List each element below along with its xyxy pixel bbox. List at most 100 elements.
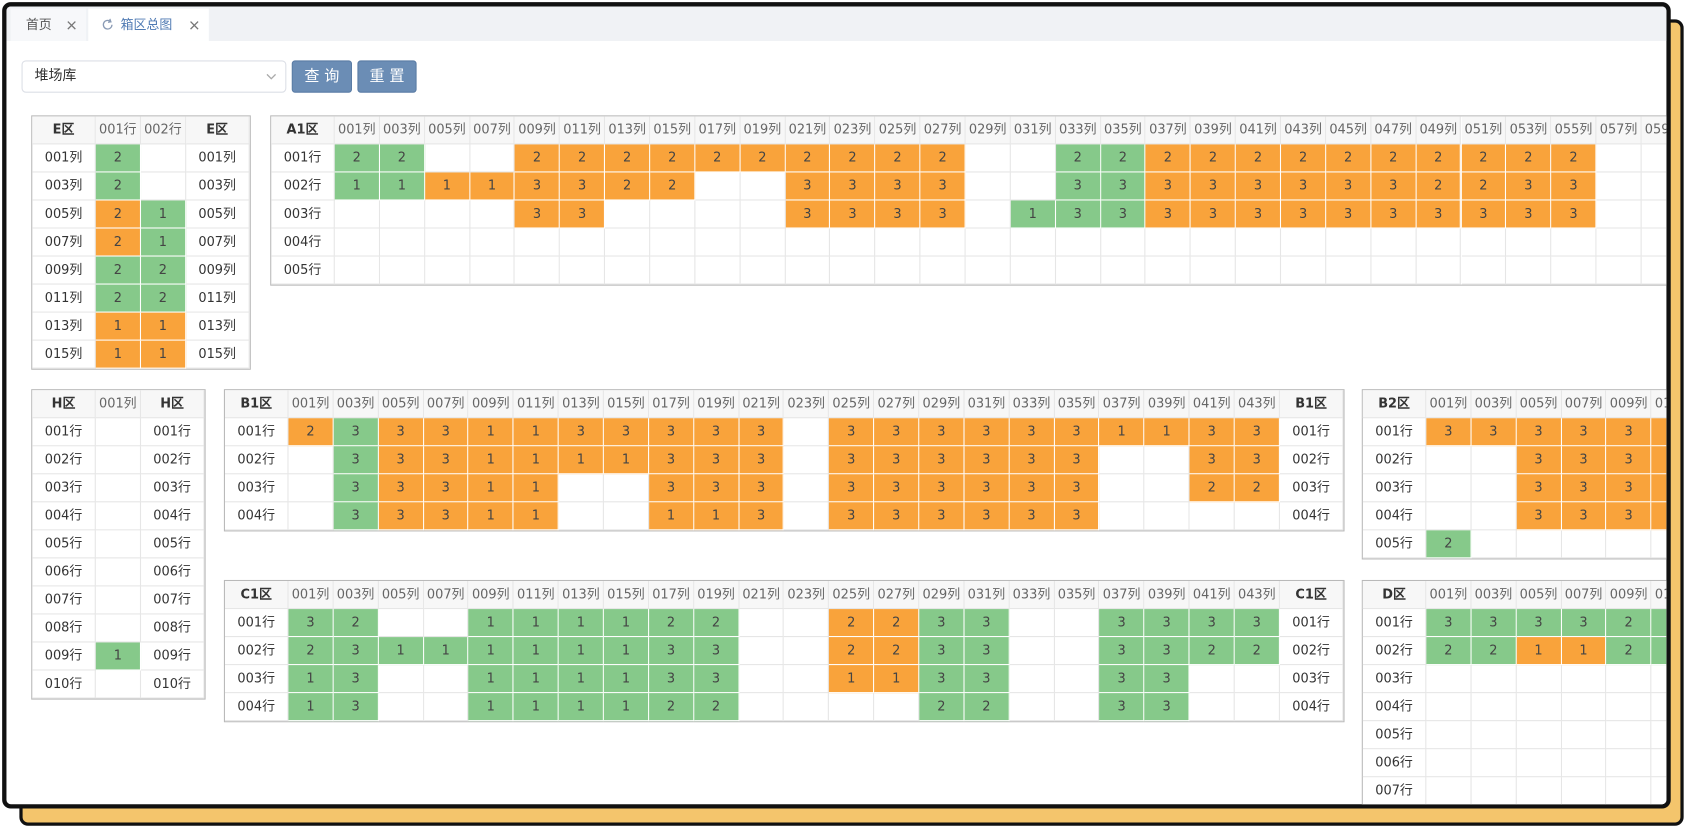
slot-cell: [1009, 609, 1055, 638]
slot-cell: 2: [830, 144, 876, 173]
column-label: 017列: [695, 116, 741, 145]
column-label: 007列: [423, 390, 469, 419]
zone-table: B2区001列003列005列007列009列011列001行333333002…: [1361, 389, 1667, 560]
column-label: 009列: [1606, 581, 1652, 610]
slot-cell: [1516, 693, 1562, 722]
slot-cell: 3: [1234, 446, 1280, 475]
slot-cell: 2: [1234, 637, 1280, 666]
column-label: 019列: [740, 116, 786, 145]
slot-cell: 1: [513, 665, 559, 694]
slot-cell: 3: [333, 418, 379, 447]
slot-cell: [1426, 502, 1472, 531]
slot-cell: 3: [830, 172, 876, 201]
tab-active[interactable]: 箱区总图: [88, 8, 209, 41]
column-label: 029列: [919, 390, 965, 419]
row-label: 004行: [32, 502, 96, 531]
slot-cell: 3: [1054, 418, 1100, 447]
slot-cell: 2: [288, 637, 334, 666]
column-label: 033列: [1009, 581, 1055, 610]
column-label: 011列: [1651, 390, 1667, 419]
slot-cell: 3: [1099, 665, 1145, 694]
row-label: 004行: [1279, 502, 1344, 531]
slot-cell: 1: [140, 340, 186, 369]
refresh-icon[interactable]: [101, 18, 114, 31]
slot-cell: 3: [1516, 446, 1562, 475]
slot-cell: 1: [468, 693, 514, 722]
slot-cell: 1: [513, 446, 559, 475]
close-icon[interactable]: [67, 20, 77, 30]
column-label: 029列: [965, 116, 1011, 145]
slot-cell: [1641, 144, 1667, 173]
column-label: 011列: [560, 116, 606, 145]
row-label: 003行: [140, 474, 205, 503]
slot-cell: 1: [513, 418, 559, 447]
zone-name: D区: [1362, 581, 1427, 610]
slot-cell: [1516, 665, 1562, 694]
column-label: 021列: [739, 581, 785, 610]
slot-cell: 2: [333, 609, 379, 638]
zone-name: E区: [32, 116, 96, 145]
slot-cell: 1: [1516, 637, 1562, 666]
column-label: 037列: [1099, 581, 1145, 610]
row-label: 003行: [224, 665, 289, 694]
query-button[interactable]: 查 询: [291, 60, 353, 93]
slot-cell: 3: [1144, 609, 1190, 638]
slot-cell: 3: [1281, 200, 1327, 229]
slot-cell: 3: [830, 200, 876, 229]
slot-cell: [1099, 446, 1145, 475]
row-label: 001行: [140, 418, 205, 447]
slot-cell: [1606, 530, 1652, 559]
slot-cell: [1651, 693, 1667, 722]
row-label: 005列: [185, 200, 250, 229]
slot-cell: 3: [1054, 474, 1100, 503]
slot-cell: 3: [919, 418, 965, 447]
slot-cell: [1189, 502, 1235, 531]
slot-cell: [95, 418, 141, 447]
slot-cell: [95, 670, 141, 699]
row-label: 003行: [271, 200, 335, 229]
slot-cell: [965, 256, 1011, 285]
slot-cell: [1009, 693, 1055, 722]
slot-cell: 3: [378, 418, 424, 447]
slot-cell: 3: [1055, 200, 1101, 229]
row-label: 004行: [1279, 693, 1344, 722]
slot-cell: 2: [650, 172, 696, 201]
slot-cell: 3: [333, 665, 379, 694]
slot-cell: 1: [513, 502, 559, 531]
slot-cell: [424, 256, 470, 285]
column-label: 003列: [1471, 390, 1517, 419]
slot-cell: 1: [424, 172, 470, 201]
slot-cell: [1054, 665, 1100, 694]
slot-cell: 3: [1236, 172, 1282, 201]
close-icon[interactable]: [189, 20, 199, 30]
slot-cell: 1: [558, 609, 604, 638]
slot-cell: 3: [378, 474, 424, 503]
column-label: 015列: [650, 116, 696, 145]
slot-cell: [784, 446, 830, 475]
slot-cell: [1551, 228, 1597, 257]
column-label: 013列: [558, 581, 604, 610]
slot-cell: [469, 256, 516, 285]
row-label: 001行: [224, 418, 289, 447]
slot-cell: 2: [605, 144, 651, 173]
row-label: 002行: [1362, 446, 1427, 475]
slot-cell: 1: [140, 312, 186, 341]
slot-cell: 3: [648, 637, 695, 666]
slot-cell: 1: [423, 637, 469, 666]
column-label: 017列: [648, 581, 695, 610]
select[interactable]: 堆场库: [21, 60, 287, 93]
column-label: 009列: [468, 581, 514, 610]
tab[interactable]: 首页: [10, 8, 87, 41]
row-label: 002行: [1362, 637, 1427, 666]
reset-button[interactable]: 重 置: [357, 60, 417, 93]
select-value: 堆场库: [34, 67, 77, 85]
slot-cell: 3: [423, 446, 469, 475]
row-label: 001行: [1279, 418, 1344, 447]
slot-cell: 3: [1651, 474, 1667, 503]
slot-cell: 2: [605, 172, 651, 201]
column-label: 005列: [1516, 390, 1562, 419]
slot-cell: [1144, 502, 1190, 531]
slot-cell: [1606, 693, 1652, 722]
slot-cell: [784, 665, 830, 694]
